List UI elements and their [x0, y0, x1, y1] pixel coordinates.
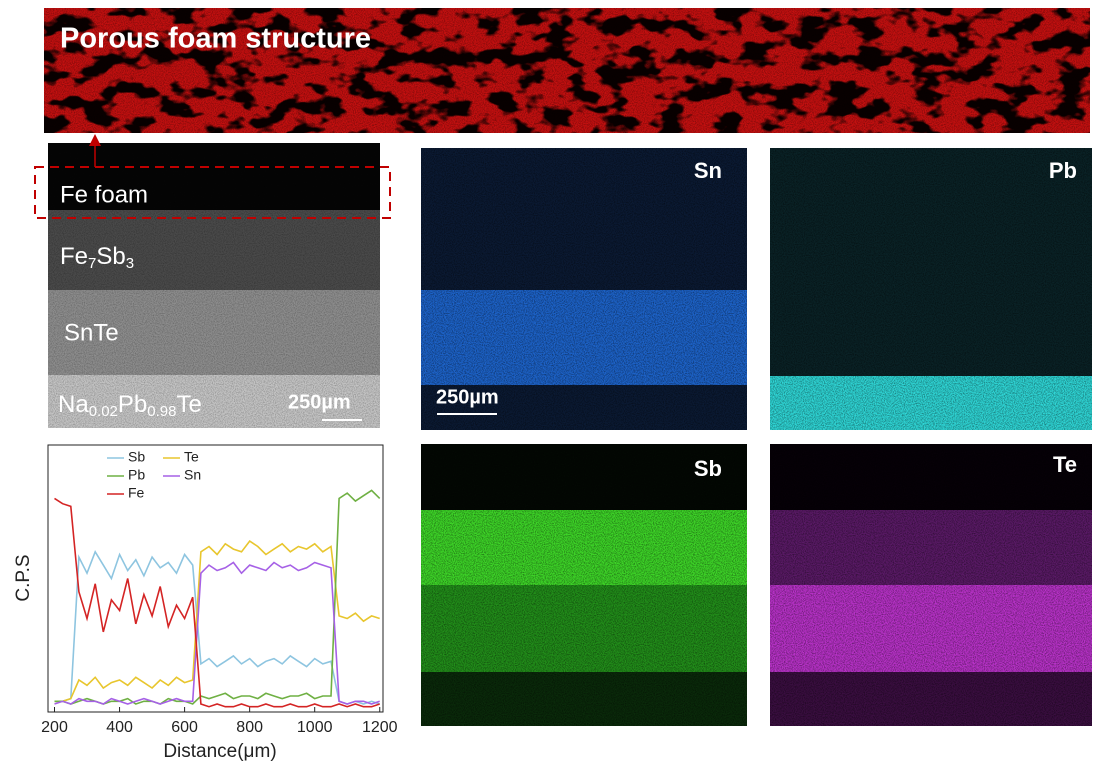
legend-label: Fe	[128, 485, 145, 501]
legend-label: Te	[184, 449, 199, 465]
y-axis-label: C.P.S	[13, 554, 34, 601]
pb-map: Pb	[770, 148, 1092, 430]
sem-image: Fe foam Fe7Sb3 SnTe Na0.02Pb0.98Te 250µm	[35, 140, 390, 428]
element-label: Sb	[694, 456, 722, 481]
layer-label: Fe7Sb3	[60, 243, 134, 272]
sn-map: Sn 250µm	[421, 148, 747, 430]
legend-label: Sb	[128, 449, 145, 465]
layer-label: SnTe	[64, 319, 119, 346]
x-tick-label: 400	[106, 719, 133, 736]
legend-label: Pb	[128, 467, 145, 483]
sb-map: Sb	[421, 444, 747, 726]
x-axis-label: Distance(μm)	[163, 741, 276, 762]
x-tick-label: 600	[171, 719, 198, 736]
layer-label: Fe foam	[60, 181, 148, 208]
x-tick-label: 800	[236, 719, 263, 736]
legend-label: Sn	[184, 467, 201, 483]
element-label: Te	[1053, 452, 1077, 477]
x-tick-label: 1000	[297, 719, 333, 736]
element-label: Pb	[1049, 158, 1077, 183]
layer-label: Na0.02Pb0.98Te	[58, 391, 202, 420]
te-map: Te	[770, 444, 1092, 726]
banner-label: Porous foam structure	[60, 23, 371, 55]
foam-banner: Porous foam structure	[44, 8, 1090, 133]
figure: Porous foam structure Fe foam Fe7Sb3 SnT…	[0, 0, 1097, 772]
x-tick-label: 200	[41, 719, 68, 736]
x-tick-label: 1200	[362, 719, 398, 736]
scale-bar-label: 250µm	[436, 386, 499, 408]
element-label: Sn	[694, 158, 722, 183]
scale-bar-label: 250µm	[288, 391, 351, 413]
